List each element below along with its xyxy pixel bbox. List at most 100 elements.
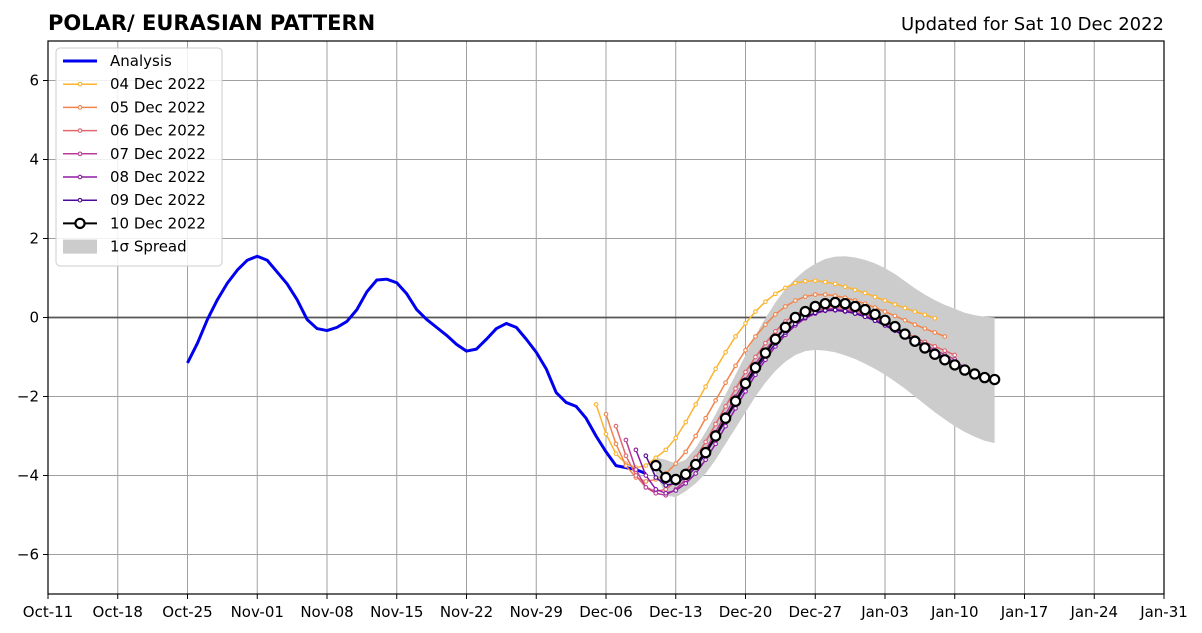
legend-marker xyxy=(77,105,83,110)
forecast-point xyxy=(832,281,838,287)
forecast-point xyxy=(653,475,659,480)
current-forecast-point xyxy=(709,430,722,442)
current-forecast-point xyxy=(789,311,802,324)
x-tick-label: Dec-13 xyxy=(649,603,703,621)
forecast-point xyxy=(822,279,828,285)
forecast-point xyxy=(723,380,728,386)
forecast-point xyxy=(603,431,609,437)
forecast-point xyxy=(693,402,699,407)
x-tick-label: Dec-20 xyxy=(719,603,773,621)
current-forecast-point xyxy=(670,473,682,486)
current-forecast-point xyxy=(959,364,971,376)
analysis-line xyxy=(186,254,647,475)
forecast-point xyxy=(723,349,728,355)
forecast-point xyxy=(733,363,738,369)
x-tick-label: Nov-29 xyxy=(510,603,563,621)
forecast-point xyxy=(613,451,619,457)
legend-label: 07 Dec 2022 xyxy=(110,145,206,163)
current-forecast-point xyxy=(839,297,851,310)
current-forecast-point xyxy=(769,333,782,345)
forecast-point xyxy=(703,415,708,421)
legend-marker xyxy=(77,81,83,87)
spread-band xyxy=(655,256,995,498)
forecast-point xyxy=(723,404,728,409)
forecast-point xyxy=(623,437,629,443)
forecast-point xyxy=(792,280,798,286)
forecast-point xyxy=(832,307,838,313)
forecast-point xyxy=(643,485,649,490)
forecast-point xyxy=(902,305,908,311)
forecast-point xyxy=(763,299,768,305)
current-forecast-point xyxy=(978,371,991,384)
forecast-point xyxy=(613,441,619,447)
y-tick-label: −2 xyxy=(17,388,39,406)
forecast-point xyxy=(743,347,748,353)
current-forecast-point xyxy=(929,348,941,360)
forecast-point xyxy=(693,471,699,476)
current-forecast-point xyxy=(869,308,881,321)
x-tick-label: Nov-01 xyxy=(231,603,284,621)
forecast-point xyxy=(743,321,748,326)
forecast-point xyxy=(763,322,768,327)
forecast-point xyxy=(633,473,639,478)
x-tick-label: Jan-10 xyxy=(930,603,979,621)
chart-updated-date: Updated for Sat 10 Dec 2022 xyxy=(901,14,1164,35)
forecast-point xyxy=(753,309,758,314)
forecast-point xyxy=(703,457,708,463)
forecast-point xyxy=(723,423,728,429)
current-forecast-point xyxy=(799,305,811,318)
current-forecast-point xyxy=(759,347,772,359)
forecast-point xyxy=(673,435,679,441)
legend-marker xyxy=(77,197,83,203)
legend-marker xyxy=(77,151,83,157)
forecast-point xyxy=(733,406,738,411)
current-forecast-point xyxy=(909,335,921,347)
forecast-point xyxy=(693,433,699,439)
forecast-point xyxy=(892,302,898,307)
forecast-point xyxy=(912,322,918,327)
forecast-point xyxy=(703,384,708,389)
forecast-point xyxy=(912,309,918,314)
forecast-point xyxy=(812,278,818,284)
forecast-point xyxy=(872,294,878,300)
current-forecast-point xyxy=(859,303,871,316)
forecast-point xyxy=(743,369,748,375)
current-forecast-point xyxy=(729,395,742,407)
x-tick-label: Jan-31 xyxy=(1139,603,1188,621)
forecast-point xyxy=(792,298,798,303)
forecast-point xyxy=(743,389,748,394)
forecast-point xyxy=(882,298,888,303)
x-tick-label: Jan-03 xyxy=(860,603,909,621)
current-forecast-point xyxy=(968,368,981,380)
forecast-point xyxy=(593,402,599,407)
forecast-point xyxy=(623,453,629,459)
current-forecast-point xyxy=(879,314,891,326)
forecast-point xyxy=(932,315,938,321)
x-tick-label: Nov-22 xyxy=(440,603,493,621)
current-forecast-point xyxy=(749,361,762,374)
forecast-point xyxy=(733,334,738,339)
legend-label: 10 Dec 2022 xyxy=(110,214,206,232)
legend-swatch xyxy=(63,239,97,254)
current-forecast-point xyxy=(809,300,821,313)
legend-box xyxy=(55,47,223,267)
forecast-point xyxy=(852,311,858,316)
forecast-point xyxy=(633,467,639,472)
forecast-point xyxy=(663,447,669,453)
current-forecast-point xyxy=(660,471,672,484)
current-forecast-point xyxy=(899,328,911,340)
forecast-point xyxy=(892,313,898,319)
x-tick-label: Oct-11 xyxy=(23,603,73,621)
x-tick-label: Jan-17 xyxy=(1000,603,1049,621)
legend-marker xyxy=(74,217,86,230)
legend-label: 09 Dec 2022 xyxy=(110,191,206,209)
forecast-point xyxy=(613,423,619,429)
forecast-point xyxy=(783,285,788,291)
forecast-point xyxy=(922,312,928,318)
forecast-point xyxy=(713,441,718,447)
forecast-point xyxy=(922,326,928,331)
current-forecast-point xyxy=(819,297,831,310)
y-tick-label: 6 xyxy=(29,72,39,90)
forecast-point xyxy=(683,481,689,486)
